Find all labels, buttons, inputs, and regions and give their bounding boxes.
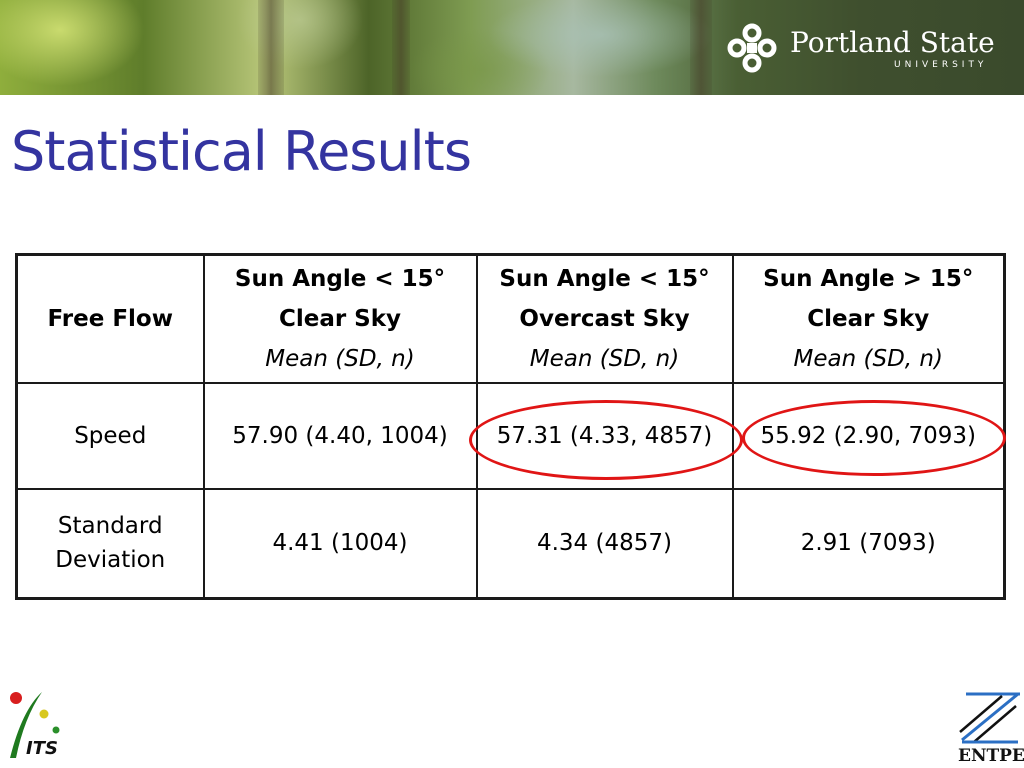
column-header-line: Sun Angle > 15° bbox=[763, 265, 974, 292]
column-header-statistic: Mean (SD, n) bbox=[265, 345, 415, 372]
its-logo-text: ITS bbox=[26, 738, 58, 759]
banner-tree-trunk bbox=[690, 0, 712, 95]
table-cell: 2.91 (7093) bbox=[731, 487, 1006, 600]
row-label: Standard bbox=[57, 513, 163, 540]
cell-value: 2.91 (7093) bbox=[800, 530, 936, 557]
results-table: Free Flow Sun Angle < 15° Clear Sky Mean… bbox=[15, 253, 1006, 600]
its-logo-icon bbox=[10, 692, 60, 758]
cell-value: 57.90 (4.40, 1004) bbox=[232, 422, 448, 449]
row-label-standard-deviation: Standard Deviation bbox=[15, 487, 205, 600]
corner-header-cell: Free Flow bbox=[15, 253, 205, 384]
cell-value: 57.31 (4.33, 4857) bbox=[496, 422, 713, 449]
psu-knot-icon bbox=[727, 23, 777, 73]
table-header-row: Free Flow Sun Angle < 15° Clear Sky Mean… bbox=[15, 253, 1006, 384]
table-row-standard-deviation: Standard Deviation 4.41 (1004) 4.34 (485… bbox=[15, 487, 1006, 600]
column-header-low-sun-clear: Sun Angle < 15° Clear Sky Mean (SD, n) bbox=[202, 253, 478, 384]
column-header-line: Sun Angle < 15° bbox=[234, 265, 446, 292]
column-header-line: Sun Angle < 15° bbox=[499, 265, 710, 292]
table-cell: 57.31 (4.33, 4857) bbox=[475, 381, 734, 490]
cell-value: 4.41 (1004) bbox=[272, 530, 408, 557]
banner-tree-trunk bbox=[392, 0, 410, 95]
entpe-logo-icon bbox=[959, 692, 1020, 744]
banner-tree-trunk bbox=[258, 0, 284, 95]
row-label: Speed bbox=[74, 422, 147, 449]
cell-value: 4.34 (4857) bbox=[536, 530, 672, 557]
psu-logo: Portland State UNIVERSITY bbox=[726, 22, 995, 77]
corner-label: Free Flow bbox=[47, 305, 173, 332]
psu-logo-subtitle: UNIVERSITY bbox=[894, 60, 988, 70]
column-header-line: Clear Sky bbox=[278, 305, 402, 332]
table-row-speed: Speed 57.90 (4.40, 1004) 57.31 (4.33, 48… bbox=[15, 381, 1006, 490]
table-cell: 4.34 (4857) bbox=[475, 487, 734, 600]
column-header-line: Overcast Sky bbox=[519, 305, 690, 332]
header-banner: Portland State UNIVERSITY bbox=[0, 0, 1024, 95]
column-header-line: Clear Sky bbox=[807, 305, 930, 332]
cell-value: 55.92 (2.90, 7093) bbox=[760, 422, 976, 449]
row-label-speed: Speed bbox=[15, 381, 205, 490]
column-header-low-sun-overcast: Sun Angle < 15° Overcast Sky Mean (SD, n… bbox=[475, 253, 734, 384]
table-cell: 57.90 (4.40, 1004) bbox=[202, 381, 478, 490]
page-title: Statistical Results bbox=[11, 120, 472, 183]
psu-logo-name: Portland State bbox=[790, 26, 995, 59]
column-header-statistic: Mean (SD, n) bbox=[529, 345, 680, 372]
column-header-high-sun-clear: Sun Angle > 15° Clear Sky Mean (SD, n) bbox=[731, 253, 1006, 384]
column-header-statistic: Mean (SD, n) bbox=[793, 345, 943, 372]
table-cell: 4.41 (1004) bbox=[202, 487, 478, 600]
table-cell: 55.92 (2.90, 7093) bbox=[731, 381, 1006, 490]
entpe-logo-text: ENTPE bbox=[958, 746, 1024, 766]
row-label: Deviation bbox=[55, 547, 166, 574]
